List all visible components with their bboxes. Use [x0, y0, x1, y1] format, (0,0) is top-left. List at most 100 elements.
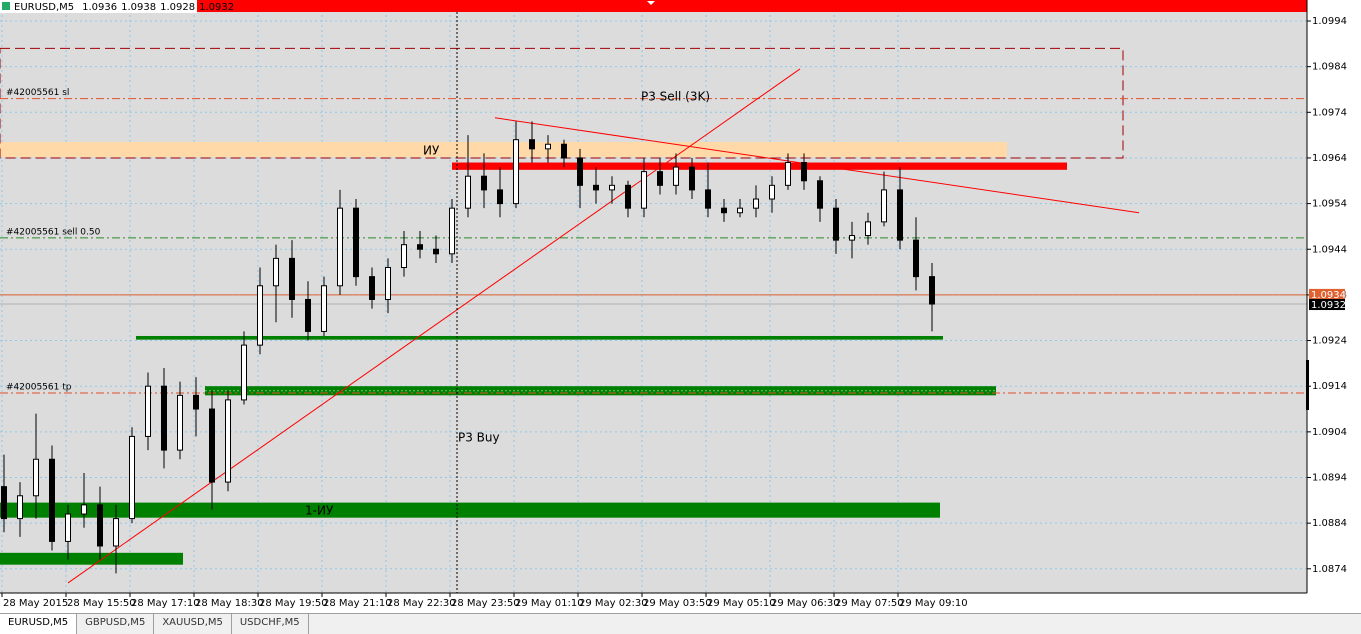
x-tick-label: 29 May 09:10 [899, 598, 968, 609]
y-tick-label: 1.0954 [1312, 199, 1347, 210]
candle-body [129, 435, 135, 520]
header-field: 1.0936 [82, 2, 117, 13]
x-tick-label: 28 May 15:50 [67, 598, 136, 609]
candle-body [353, 207, 359, 278]
x-tick-label: 28 May 23:50 [451, 598, 520, 609]
order-line-label: #42005561 sl [6, 88, 69, 98]
y-tick-label: 1.0874 [1312, 564, 1347, 575]
header-field: EURUSD,M5 [14, 2, 74, 13]
candle-body [145, 385, 151, 437]
y-tick-label: 1.0974 [1312, 107, 1347, 118]
candle-body [289, 257, 295, 300]
trendline [494, 117, 1140, 214]
candle-body [513, 139, 519, 205]
candle-body [465, 175, 471, 209]
y-tick-label: 1.0904 [1312, 427, 1347, 438]
candle-body [849, 235, 855, 241]
zone [452, 162, 1067, 170]
candle-body [17, 495, 23, 520]
candle-body [865, 221, 871, 237]
candle-body [97, 504, 103, 547]
candle-body [113, 518, 119, 547]
annotation: ИУ [423, 144, 440, 158]
candle-body [769, 184, 775, 200]
candle-body [225, 399, 231, 483]
annotation: 1-ИУ [305, 504, 334, 518]
header-field: 1.0928 [160, 2, 195, 13]
x-tick-label: 29 May 03:50 [643, 598, 712, 609]
candle-body [193, 394, 199, 410]
x-tick-label: 28 May 17:10 [131, 598, 200, 609]
candle-body [481, 175, 487, 191]
header-text: EURUSD,M5 1.0936 1.0938 1.0928 1.0932 [14, 2, 234, 13]
x-tick-label: 29 May 07:50 [835, 598, 904, 609]
candle-body [737, 207, 743, 214]
y-tick-label: 1.0914 [1312, 381, 1347, 392]
candle-body [241, 344, 247, 401]
candle-body [897, 189, 903, 241]
ask-label: 1.0934 [1311, 290, 1346, 301]
chart-tab[interactable]: GBPUSD,M5 [77, 614, 155, 634]
x-tick-label: 28 May 2015 [3, 598, 68, 609]
candle-body [705, 189, 711, 209]
candle-body [801, 162, 807, 182]
candle-body [401, 244, 407, 269]
candle-body [577, 157, 583, 186]
tab-bar: EURUSD,M5 GBPUSD,M5 XAUUSD,M5 USDCHF,M5 [0, 613, 1361, 634]
candle-body [785, 162, 791, 186]
x-tick-label: 29 May 02:30 [579, 598, 648, 609]
y-tick-label: 1.0964 [1312, 153, 1347, 164]
candle-body [817, 180, 823, 209]
candle-body [545, 143, 551, 150]
candle-body [177, 394, 183, 451]
y-tick-label: 1.0894 [1312, 473, 1347, 484]
zone [0, 502, 940, 518]
candle-body [385, 267, 391, 300]
candle-body [673, 166, 679, 186]
chart-tab[interactable]: EURUSD,M5 [0, 614, 78, 634]
ask-tag [1309, 288, 1345, 300]
x-tick-label: 28 May 18:30 [195, 598, 264, 609]
order-line-label: #42005561 sell 0.50 [6, 227, 101, 237]
x-tick-label: 29 May 01:10 [515, 598, 584, 609]
candle-body [161, 385, 167, 451]
y-tick-label: 1.0984 [1312, 62, 1347, 73]
candle-body [257, 285, 263, 346]
candle-body [33, 458, 39, 497]
x-tick-label: 28 May 19:50 [259, 598, 328, 609]
candle-body [65, 513, 71, 542]
candle-body [497, 189, 503, 205]
candle-body [449, 207, 455, 255]
y-tick-label: 1.0944 [1312, 244, 1347, 255]
header-field: 1.0938 [121, 2, 156, 13]
header-field: 1.0932 [199, 2, 234, 13]
y-tick-label: 1.0884 [1312, 518, 1347, 529]
zone [0, 141, 1007, 158]
chart-tab[interactable]: XAUUSD,M5 [154, 614, 232, 634]
candle-body [641, 171, 647, 209]
chart-tab[interactable]: USDCHF,M5 [232, 614, 309, 634]
candle-body [833, 207, 839, 241]
x-tick-label: 29 May 05:10 [707, 598, 776, 609]
x-tick-label: 28 May 21:10 [323, 598, 392, 609]
candle-body [321, 285, 327, 332]
candle-body [417, 244, 423, 250]
annotation: P3 Buy [458, 431, 500, 445]
candle-body [913, 239, 919, 278]
chart: 1.0874 1.0884 1.0894 1.0904 1.0914 1.0924 1.09… [0, 0, 1361, 613]
candle-body [593, 184, 599, 191]
candle-body [881, 189, 887, 223]
header-icon [2, 2, 10, 10]
candle-body [305, 298, 311, 332]
candle-body [1, 486, 7, 520]
candle-body [929, 276, 935, 305]
trendline [67, 68, 801, 584]
y-tick-label: 1.0924 [1312, 336, 1347, 347]
header-bg [0, 0, 197, 13]
candle-body [609, 184, 615, 191]
candle-body [689, 166, 695, 191]
x-tick-label: 28 May 22:30 [387, 598, 456, 609]
candle-body [81, 504, 87, 515]
candle-body [529, 139, 535, 150]
